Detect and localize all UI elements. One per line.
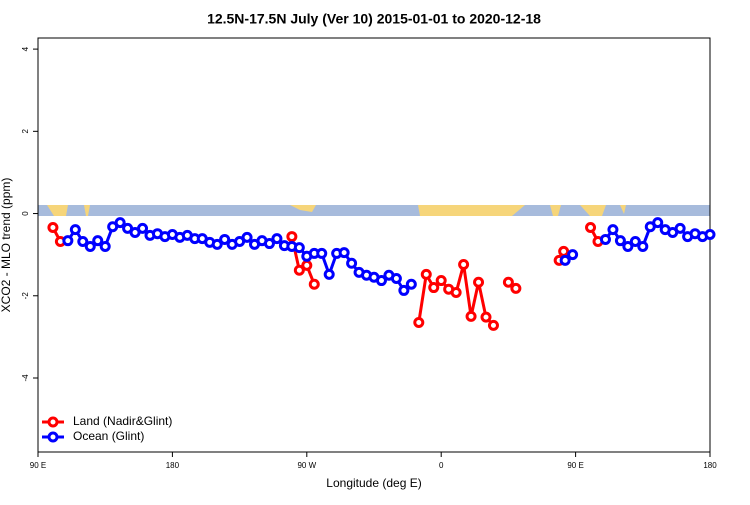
data-point — [286, 231, 298, 243]
data-point — [293, 242, 305, 254]
land-strip — [620, 205, 626, 214]
data-point — [487, 319, 499, 331]
data-point — [271, 233, 283, 245]
y-tick-label: 2 — [21, 129, 30, 134]
data-point — [480, 311, 492, 323]
data-point — [375, 275, 387, 287]
data-point — [77, 236, 89, 248]
data-point — [390, 273, 402, 285]
data-point — [114, 217, 126, 229]
data-point — [473, 276, 485, 288]
x-tick-label: 180 — [703, 461, 717, 470]
land-strip — [290, 205, 316, 212]
legend-label: Ocean (Glint) — [73, 429, 144, 443]
data-point — [92, 235, 104, 247]
data-point — [558, 245, 570, 257]
data-point — [69, 224, 81, 236]
data-point — [99, 240, 111, 252]
land-strip — [580, 205, 606, 216]
x-tick-label: 90 W — [297, 461, 316, 470]
data-point — [293, 264, 305, 276]
data-point — [652, 217, 664, 229]
data-point — [428, 282, 440, 294]
data-point — [405, 278, 417, 290]
legend-swatch — [47, 416, 59, 428]
data-point — [450, 286, 462, 298]
data-point — [84, 240, 96, 252]
data-point — [567, 249, 579, 261]
data-point — [607, 224, 619, 236]
y-axis-label: XCO2 - MLO trend (ppm) — [0, 178, 13, 313]
data-point — [211, 238, 223, 250]
ocean-strip — [38, 205, 710, 216]
data-point — [323, 268, 335, 280]
data-point — [346, 257, 358, 269]
data-point — [637, 240, 649, 252]
data-point — [629, 236, 641, 248]
legend-swatch — [47, 431, 59, 443]
data-point — [704, 229, 716, 241]
data-point — [585, 222, 597, 234]
data-point — [398, 284, 410, 296]
data-point — [674, 222, 686, 234]
data-point — [263, 238, 275, 250]
data-point — [308, 278, 320, 290]
data-point — [219, 233, 231, 245]
data-point — [465, 310, 477, 322]
data-point — [502, 276, 514, 288]
legend: Land (Nadir&Glint)Ocean (Glint) — [42, 414, 172, 443]
plot-frame — [37, 37, 711, 453]
data-point — [62, 235, 74, 247]
data-point — [241, 231, 253, 243]
x-tick-label: 90 E — [567, 461, 583, 470]
y-tick-label: -4 — [21, 374, 30, 382]
y-tick-label: 4 — [21, 46, 30, 51]
data-point — [137, 222, 149, 234]
x-tick-label: 90 E — [30, 461, 46, 470]
x-axis-label: Longitude (deg E) — [326, 476, 421, 490]
data-point — [599, 233, 611, 245]
land-strip — [418, 205, 525, 216]
data-point — [413, 316, 425, 328]
land-strip — [47, 205, 68, 216]
x-tick-label: 0 — [439, 461, 444, 470]
data-point — [47, 222, 59, 234]
land-strip — [84, 205, 90, 216]
data-point — [420, 268, 432, 280]
land-strip — [550, 205, 561, 216]
x-tick-label: 180 — [166, 461, 180, 470]
data-point — [435, 275, 447, 287]
data-point — [622, 240, 634, 252]
map-strip — [38, 205, 710, 216]
data-point — [559, 254, 571, 266]
y-tick-label: 0 — [21, 211, 30, 216]
data-point — [316, 247, 328, 259]
data-point — [458, 259, 470, 271]
chart-title: 12.5N-17.5N July (Ver 10) 2015-01-01 to … — [207, 11, 541, 27]
legend-label: Land (Nadir&Glint) — [73, 414, 172, 428]
y-tick-label: -2 — [21, 292, 30, 300]
data-point — [338, 247, 350, 259]
data-point — [510, 282, 522, 294]
data-point — [614, 235, 626, 247]
data-point — [301, 259, 313, 271]
